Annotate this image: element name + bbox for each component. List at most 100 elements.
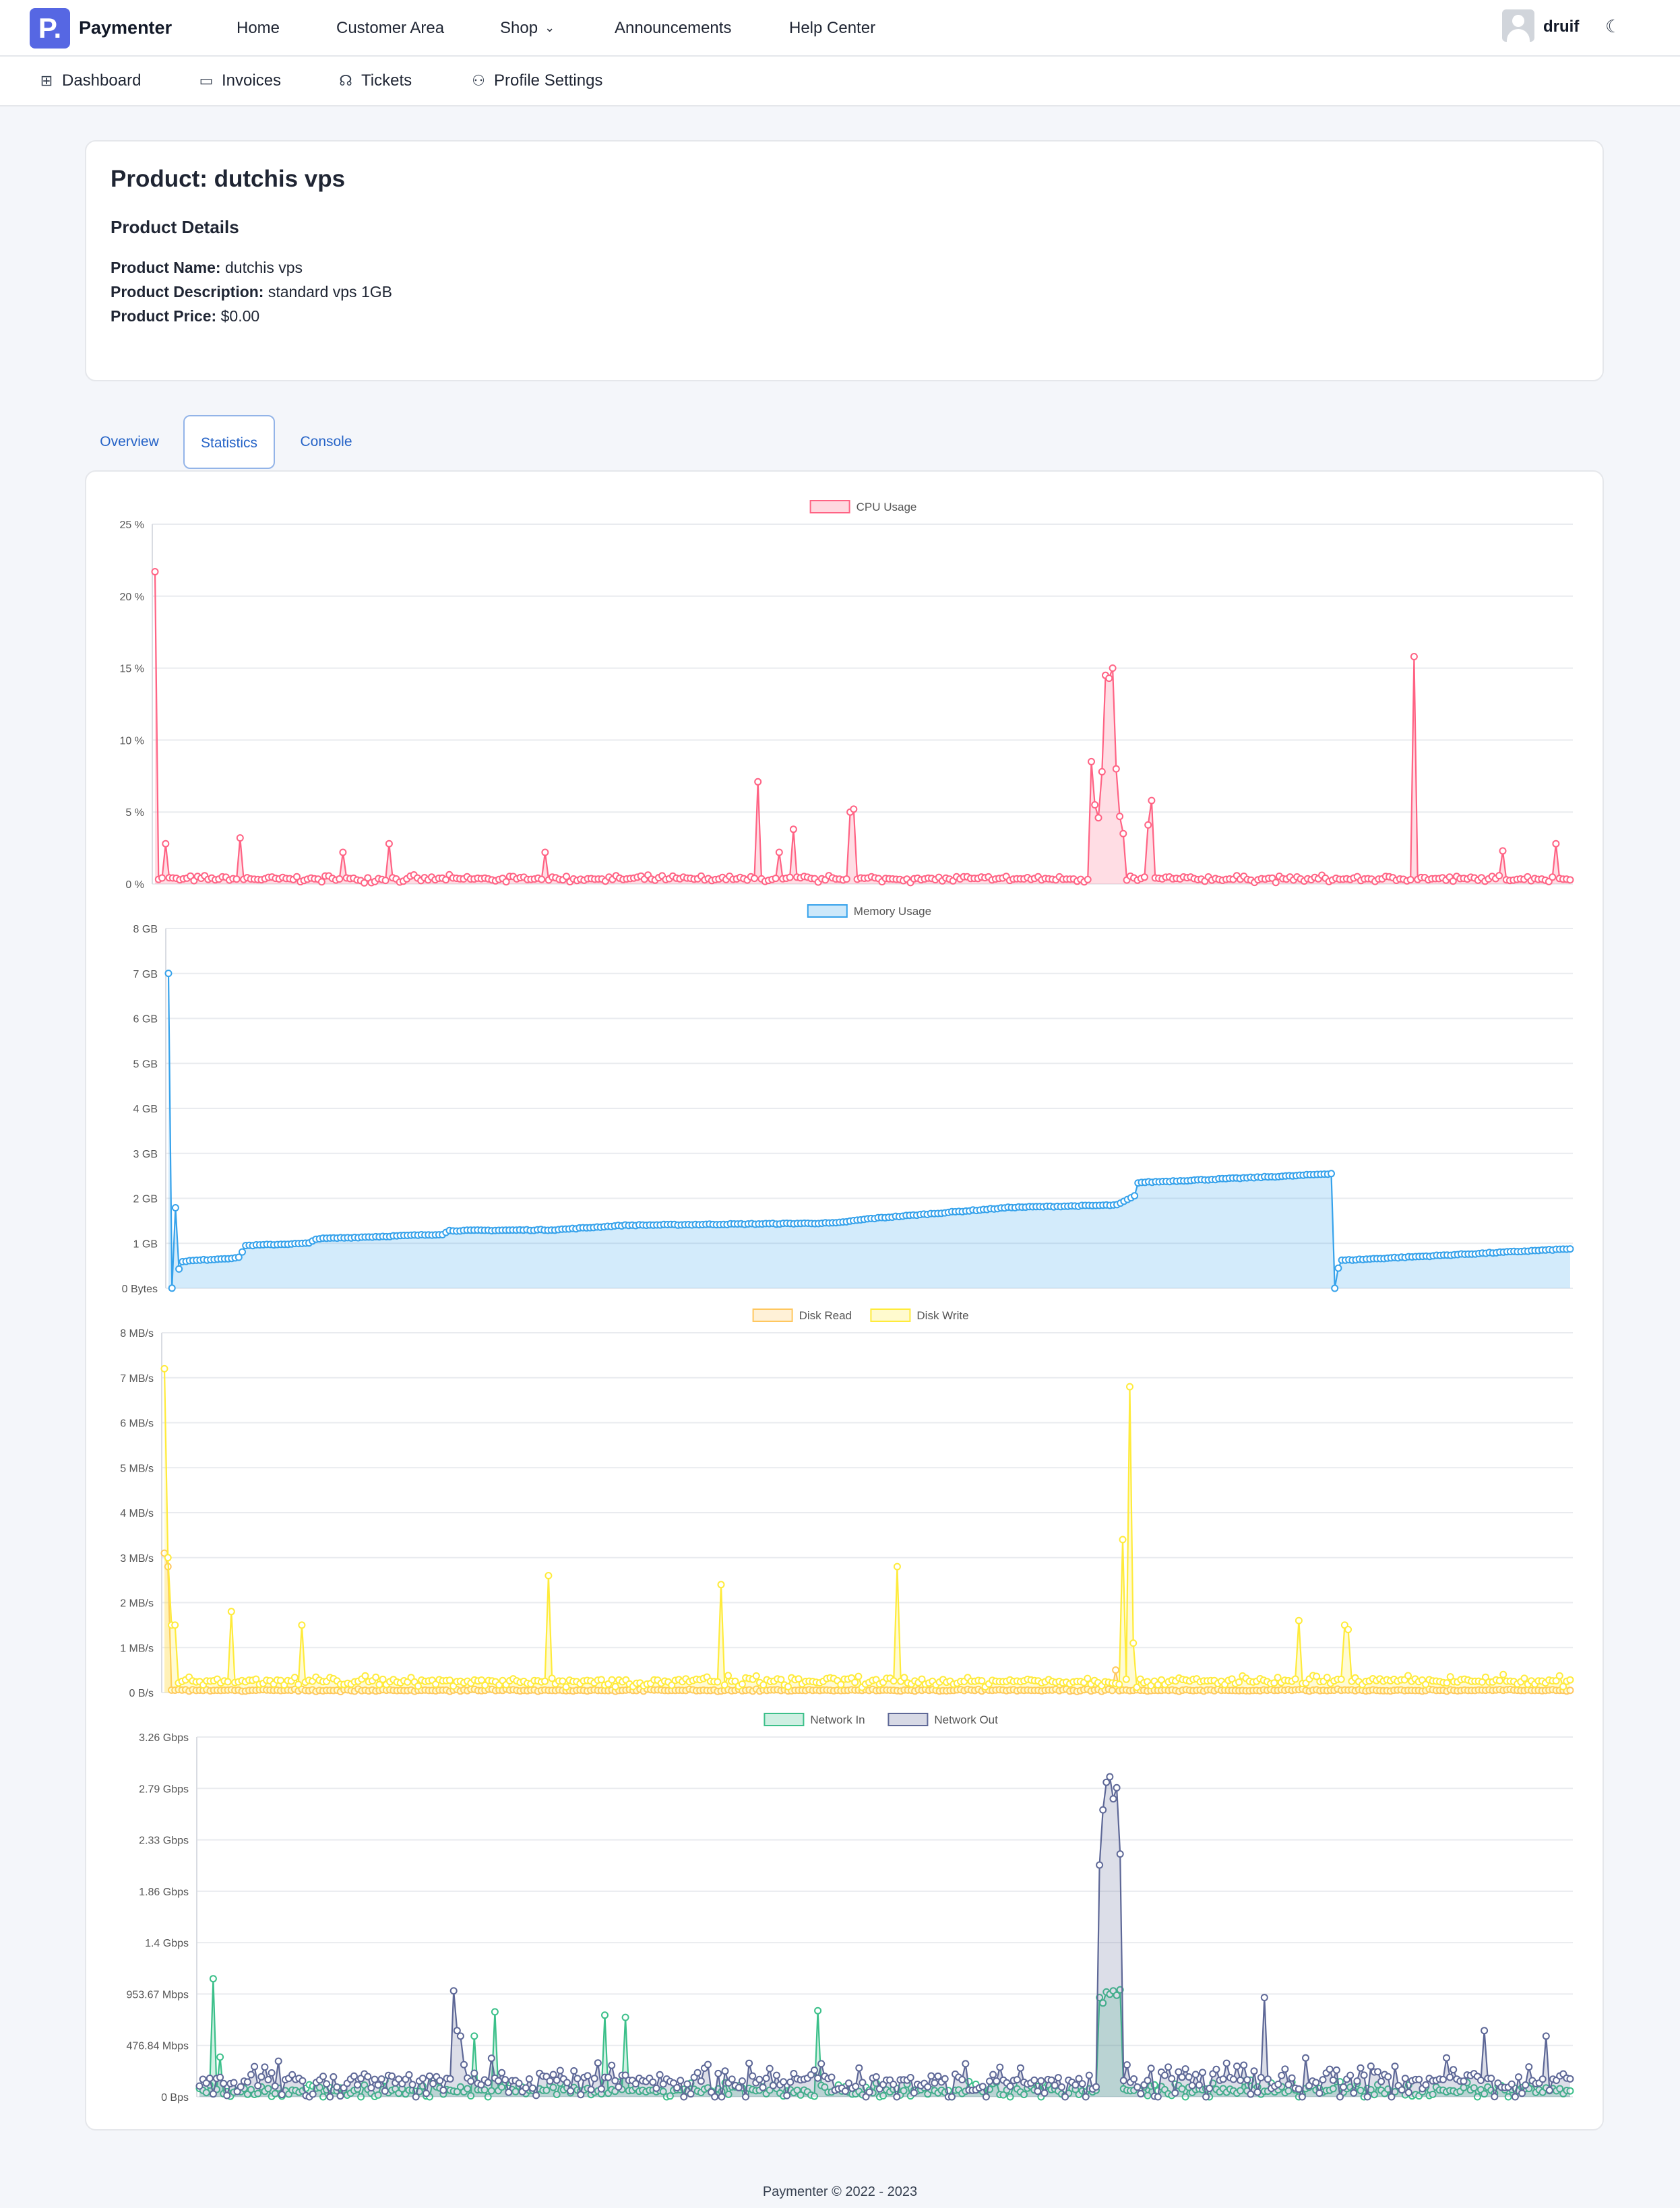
data-point (611, 1682, 619, 1691)
brand-name[interactable]: Paymenter (79, 18, 173, 38)
data-point (377, 2075, 385, 2083)
username[interactable]: druif (1543, 18, 1580, 36)
tab-overview[interactable]: Overview (100, 434, 159, 449)
data-point (615, 2083, 623, 2091)
y-tick-label: 7 MB/s (120, 1373, 154, 1385)
subnav-dashboard[interactable]: ⊞ Dashboard (38, 71, 142, 90)
paymenter-logo[interactable]: P. (30, 8, 70, 49)
data-point (541, 848, 549, 856)
data-point (1360, 2071, 1368, 2079)
data-point (1520, 1674, 1528, 1682)
data-point (235, 1253, 243, 1261)
data-point (1323, 1674, 1331, 1682)
data-point (1446, 2073, 1454, 2081)
data-point (1298, 2093, 1306, 2101)
data-point (1257, 2074, 1265, 2081)
nav-home[interactable]: Home (237, 19, 280, 37)
y-tick-label: 3.26 Gbps (139, 1732, 189, 1744)
data-point (608, 1676, 616, 1684)
subnav-invoices[interactable]: ▭ Invoices (197, 71, 281, 90)
y-tick-label: 6 GB (133, 1014, 158, 1026)
data-point (1291, 1675, 1299, 1683)
moon-icon[interactable]: ☾ (1605, 16, 1621, 36)
data-point (224, 1678, 232, 1686)
data-point (491, 2008, 499, 2016)
data-point (1415, 2075, 1423, 2083)
data-point (1284, 2081, 1293, 2089)
nav-announcements[interactable]: Announcements (615, 19, 732, 37)
data-point (1212, 2065, 1220, 2073)
data-point (405, 2071, 413, 2079)
series-area (164, 1368, 1570, 1693)
data-point (993, 2077, 1001, 2085)
data-point (158, 874, 166, 882)
data-point (546, 2077, 554, 2085)
data-point (1116, 1850, 1124, 1858)
data-point (1096, 1861, 1104, 1869)
y-tick-label: 25 % (120, 519, 144, 531)
avatar[interactable] (1502, 9, 1534, 42)
data-point (817, 2060, 826, 2068)
data-point (1113, 1784, 1121, 1792)
product-name-row: Product Name: dutchis vps (111, 259, 303, 277)
chart-3: 0 Bps 476.84 Mbps 953.67 Mbps 1.4 Gbps 1.86 … (126, 1713, 1574, 2104)
data-point (423, 2089, 430, 2097)
subnav-tickets[interactable]: ☊ Tickets (337, 71, 412, 90)
data-point (414, 1682, 422, 1690)
data-point (1566, 876, 1574, 884)
nav-shop[interactable]: Shop ⌄ (500, 19, 555, 38)
data-point (1112, 765, 1120, 773)
y-tick-label: 1 MB/s (120, 1643, 154, 1654)
data-point (1147, 2064, 1155, 2073)
data-point (772, 875, 780, 883)
data-point (1319, 2076, 1327, 2084)
data-point (315, 2083, 323, 2091)
tab-console[interactable]: Console (300, 434, 352, 449)
data-point (1274, 1674, 1282, 1682)
data-point (1388, 2093, 1396, 2101)
data-point (236, 834, 244, 842)
legend-swatch (809, 500, 850, 513)
nav-customer-area[interactable]: Customer Area (336, 19, 445, 37)
data-point (439, 2086, 447, 2094)
legend-label: CPU Usage (857, 501, 917, 513)
data-point (1195, 2081, 1203, 2089)
data-point (890, 2081, 898, 2088)
data-point (772, 2071, 780, 2079)
statistics-charts: 0 % 5 % 10 % 15 % 20 % 25 % CPU Usage 0 Bytes 1 … (120, 500, 1574, 2104)
data-point (1566, 2075, 1574, 2083)
data-point (209, 1975, 217, 1983)
series-area (164, 1553, 1570, 1693)
data-point (814, 2007, 822, 2015)
data-point (1154, 1681, 1162, 1689)
data-point (745, 2059, 753, 2067)
data-point (1566, 1686, 1574, 1695)
tab-statistics[interactable]: Statistics (183, 415, 275, 469)
nav-help-center[interactable]: Help Center (789, 19, 876, 37)
y-tick-label: 6 MB/s (120, 1418, 154, 1430)
data-point (783, 2091, 791, 2100)
data-point (1034, 2087, 1042, 2095)
data-point (766, 2064, 774, 2073)
y-tick-label: 0 B/s (129, 1688, 154, 1699)
data-point (257, 2073, 266, 2081)
data-point (1206, 2085, 1214, 2092)
data-point (611, 2077, 619, 2085)
data-point (1443, 1679, 1451, 1687)
product-price-label: Product Price: (111, 307, 217, 325)
legend-label: Disk Read (799, 1309, 852, 1322)
data-point (852, 2083, 860, 2091)
data-point (890, 1677, 898, 1685)
data-point (556, 2067, 564, 2075)
subnav-profile-settings[interactable]: ⚇ Profile Settings (470, 71, 602, 90)
data-point (1109, 664, 1117, 672)
y-tick-label: 15 % (120, 664, 144, 675)
headset-icon: ☊ (339, 72, 352, 89)
data-point (336, 2092, 344, 2100)
data-point (1450, 2066, 1458, 2074)
data-point (1092, 2083, 1100, 2091)
data-point (1109, 1795, 1117, 1803)
data-point (264, 2085, 272, 2093)
y-tick-label: 4 MB/s (120, 1508, 154, 1519)
data-point (931, 2079, 939, 2087)
